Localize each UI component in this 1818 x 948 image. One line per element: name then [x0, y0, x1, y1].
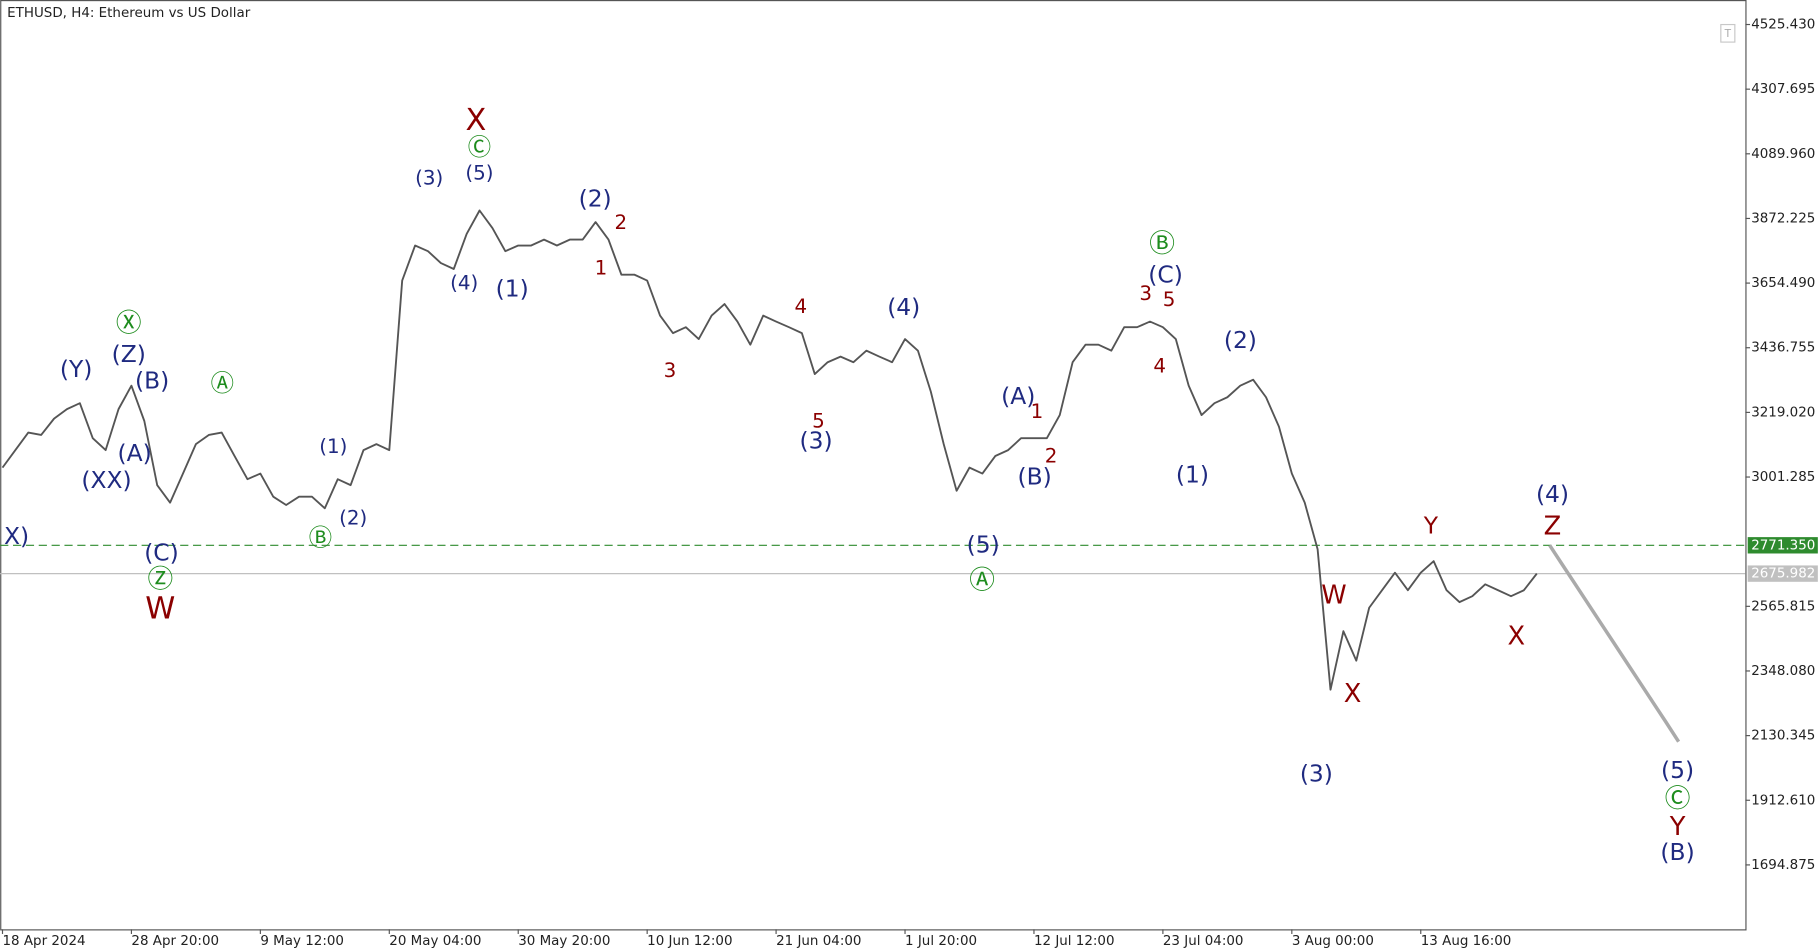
axes: 4525.430 4307.695 4089.960 3872.225 3654.490…: [1, 18, 1818, 948]
x-tick-label: 3 Aug 00:00: [1292, 934, 1374, 948]
wave-label: 4: [1153, 355, 1166, 378]
data: [0, 209, 1746, 743]
wave-label: 3: [664, 359, 677, 382]
x-tick-label: 30 May 20:00: [518, 934, 610, 948]
wave-label: 3: [1139, 282, 1152, 305]
y-tick-label: 1694.875: [1751, 858, 1815, 873]
level-label: 2771.350: [1751, 538, 1815, 553]
x-tick-label: 20 May 04:00: [389, 934, 481, 948]
wave-label: 2: [615, 211, 628, 234]
wave-label: X: [466, 103, 487, 138]
wave-label: Ⓐ: [969, 565, 995, 595]
y-tick-label: 3001.285: [1751, 470, 1815, 485]
wave-label: Ⓒ: [1665, 784, 1691, 814]
price-line: [1, 209, 1538, 691]
wave-label: (3): [415, 166, 443, 189]
wave-label: Ⓑ: [309, 523, 332, 551]
y-tick-label: 3872.225: [1751, 211, 1815, 226]
annotations: X)(Y)Ⓧ(Z)(B)(A)(XX)(C)ⓏWⒶ(1)(2)ⒷXⒸ(3) (5)…: [4, 103, 1695, 866]
wave-label: W: [145, 592, 175, 627]
wave-label: (2): [339, 507, 367, 530]
wave-label: Y: [1423, 512, 1439, 540]
y-tick-label: 3654.490: [1751, 276, 1815, 291]
wave-label: Ⓑ: [1149, 229, 1175, 259]
x-tick-label: 10 Jun 12:00: [647, 934, 732, 948]
wave-label: (3): [1300, 759, 1333, 787]
x-tick-label: 18 Apr 2024: [2, 934, 85, 948]
y-tick-label: 3219.020: [1751, 405, 1815, 420]
projection-line: [1548, 544, 1681, 743]
level-label-box: [1747, 565, 1818, 582]
level-label-box: [1747, 537, 1818, 554]
wave-label: Ⓐ: [211, 369, 234, 397]
wave-label: 4: [795, 295, 808, 318]
y-tick-label: 4525.430: [1751, 18, 1815, 33]
wave-label: 5: [812, 409, 825, 432]
wave-label: (Z): [112, 340, 146, 368]
wave-label: (B): [135, 367, 169, 395]
y-tick-label: 3436.755: [1751, 341, 1815, 356]
panel-button[interactable]: [1720, 23, 1736, 43]
wave-label: (1): [1176, 460, 1209, 488]
panel-button-icon: T: [1724, 28, 1732, 40]
y-tick-label: 4307.695: [1751, 82, 1815, 97]
wave-label: (1): [319, 435, 347, 458]
wave-label: Ⓩ: [147, 564, 173, 594]
wave-label: X: [1344, 679, 1362, 709]
wave-label: Ⓧ: [116, 308, 142, 338]
plot-frame: [0, 0, 1747, 931]
wave-label: Ⓒ: [468, 133, 491, 161]
wave-label: 1: [1031, 400, 1044, 423]
wave-label: Z: [1544, 512, 1562, 542]
wave-label: 1: [595, 256, 608, 279]
wave-label: W: [1321, 581, 1346, 611]
wave-label: (5): [967, 530, 1000, 558]
y-tick-label: 4089.960: [1751, 147, 1815, 162]
wave-label: (5): [465, 162, 493, 185]
wave-label: (3): [800, 426, 833, 454]
wave-label: (4): [1536, 480, 1569, 508]
wave-label: (2): [1224, 326, 1257, 354]
wave-label: (XX): [81, 466, 131, 494]
wave-label: Y: [1669, 812, 1686, 842]
wave-label: (2): [579, 184, 612, 212]
x-tick-label: 1 Jul 20:00: [905, 934, 977, 948]
x-tick-label: 9 May 12:00: [260, 934, 344, 948]
y-tick-label: 2565.815: [1751, 599, 1815, 614]
chart-title: ETHUSD, H4: Ethereum vs US Dollar: [7, 6, 251, 21]
y-tick-label: 1912.610: [1751, 793, 1815, 808]
wave-label: X): [4, 522, 29, 550]
wave-label: (Y): [60, 355, 93, 383]
wave-label: X: [1507, 622, 1525, 652]
x-tick-label: 21 Jun 04:00: [776, 934, 861, 948]
x-tick-label: 13 Aug 16:00: [1421, 934, 1512, 948]
wave-label: 2: [1045, 445, 1058, 468]
x-tick-label: 28 Apr 20:00: [131, 934, 219, 948]
wave-label: (A): [1001, 382, 1035, 410]
wave-label: (A): [117, 439, 151, 467]
level-label: 2675.982: [1751, 567, 1815, 582]
y-tick-label: 2348.080: [1751, 664, 1815, 679]
wave-label: (4): [450, 272, 478, 295]
x-tick-label: 23 Jul 04:00: [1163, 934, 1244, 948]
x-tick-label: 12 Jul 12:00: [1034, 934, 1115, 948]
wave-label: (5): [1661, 756, 1694, 784]
wave-label: (C): [1148, 260, 1183, 288]
wave-label: (1): [496, 274, 529, 302]
y-tick-label: 2130.345: [1751, 729, 1815, 744]
wave-label: 5: [1163, 288, 1176, 311]
wave-label: (B): [1018, 463, 1052, 491]
wave-label: (C): [144, 539, 179, 567]
wave-label: (4): [887, 293, 920, 321]
wave-label: (B): [1660, 838, 1694, 866]
